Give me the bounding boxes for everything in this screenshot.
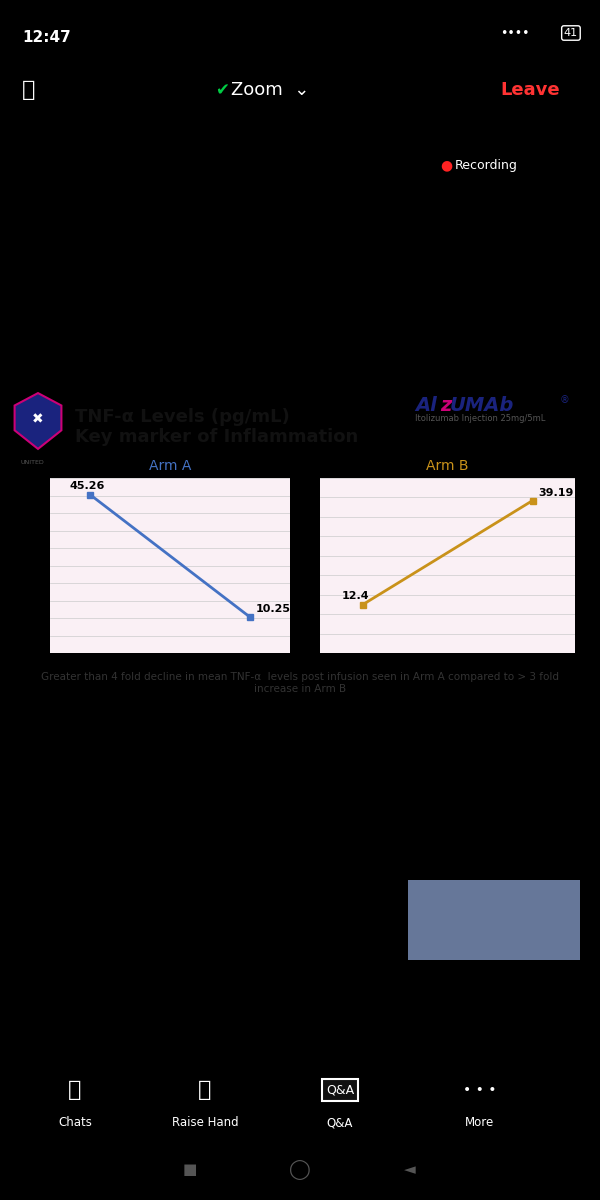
Text: UNITED: UNITED (20, 460, 44, 464)
Text: UMAb: UMAb (450, 396, 514, 415)
Text: ✖: ✖ (32, 413, 44, 427)
Title: Arm B: Arm B (426, 458, 469, 473)
Text: More: More (466, 1116, 494, 1129)
Text: 10.25: 10.25 (256, 604, 290, 613)
Text: Leave: Leave (500, 80, 560, 98)
Text: ◯: ◯ (289, 1160, 311, 1180)
Text: 12.4: 12.4 (341, 592, 369, 601)
Text: 39.19: 39.19 (538, 488, 574, 498)
Text: Recording: Recording (455, 158, 518, 172)
Text: Raise Hand: Raise Hand (172, 1116, 238, 1129)
Text: Q&A: Q&A (326, 1084, 354, 1097)
Text: • • •: • • • (463, 1082, 497, 1097)
Text: ®: ® (560, 395, 570, 406)
Text: 🎧: 🎧 (22, 80, 35, 100)
Text: ✔: ✔ (215, 80, 229, 98)
Text: ◄: ◄ (404, 1163, 416, 1177)
Text: Greater than 4 fold decline in mean TNF-α  levels post infusion seen in Arm A co: Greater than 4 fold decline in mean TNF-… (41, 672, 559, 694)
Polygon shape (14, 394, 61, 449)
Text: Key marker of Inflammation: Key marker of Inflammation (75, 428, 358, 446)
Text: 45.26: 45.26 (69, 481, 104, 491)
Text: ●: ● (440, 158, 452, 172)
Text: z: z (440, 396, 451, 415)
Text: 12:47: 12:47 (22, 30, 71, 46)
Text: Chats: Chats (58, 1116, 92, 1129)
Text: 💬: 💬 (68, 1080, 82, 1100)
Text: 41: 41 (564, 28, 578, 38)
Text: ■: ■ (183, 1163, 197, 1177)
Text: Zoom  ⌄: Zoom ⌄ (231, 80, 309, 98)
Text: 👋: 👋 (199, 1080, 212, 1100)
Title: Arm A: Arm A (149, 458, 191, 473)
Text: TNF-α Levels (pg/mL): TNF-α Levels (pg/mL) (75, 408, 290, 426)
Text: ••••: •••• (500, 26, 530, 40)
Text: Al: Al (415, 396, 437, 415)
Text: Itolizumab Injection 25mg/5mL: Itolizumab Injection 25mg/5mL (415, 414, 545, 422)
Text: Q&A: Q&A (327, 1116, 353, 1129)
